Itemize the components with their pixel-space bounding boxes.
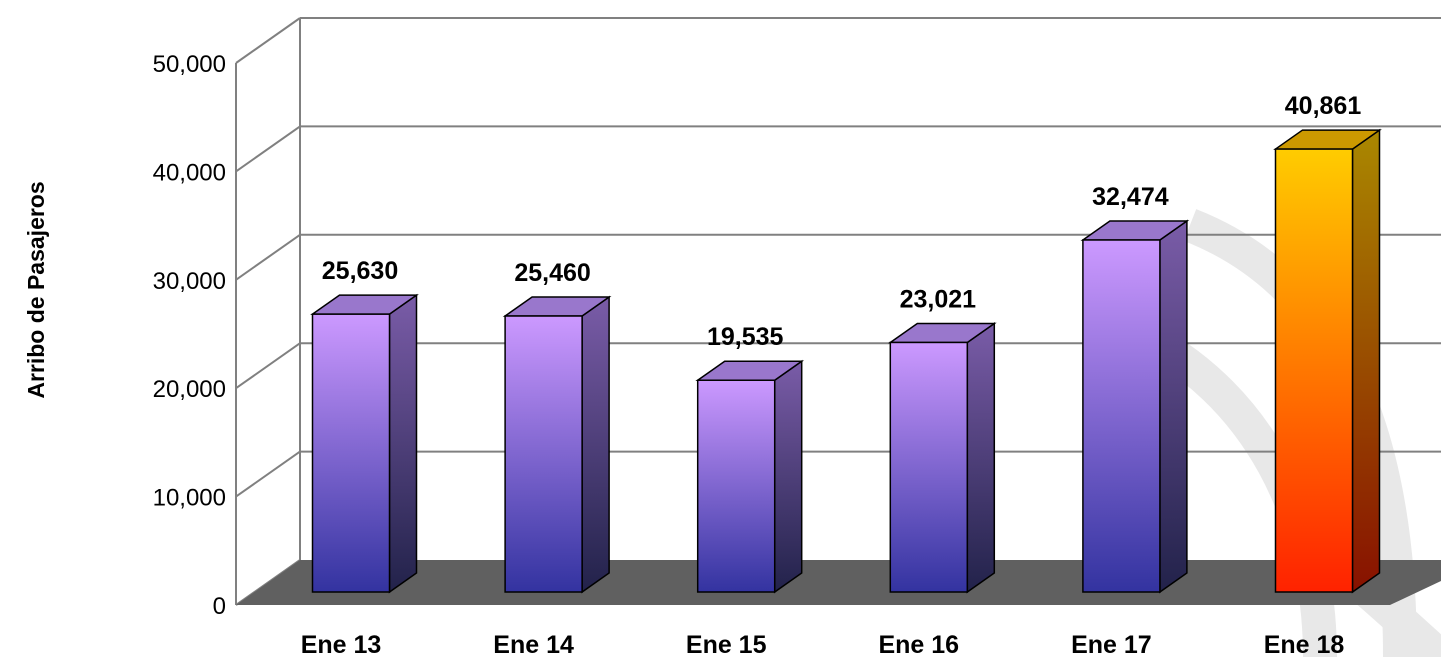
bar-side [581,295,610,594]
gridline-side [235,450,301,498]
y-tick-label: 40,000 [153,159,226,186]
y-tick-label: 10,000 [153,485,226,512]
bar-ene-16 [887,322,997,594]
bar-front [889,341,969,593]
y-tick-label: 50,000 [153,51,226,78]
labels: 0 10,000 20,000 30,000 40,000 50,000 25,630 Ene… [153,51,1362,657]
bar-front [311,313,391,593]
data-label: 40,861 [1285,92,1362,120]
bars [310,128,1382,594]
y-tick-label: 30,000 [153,268,226,295]
x-tick-label: Ene 13 [301,631,382,657]
gridline-side [235,17,301,64]
x-tick-label: Ene 14 [493,631,574,657]
bar-side [966,322,996,594]
bar-ene-15 [695,359,805,594]
data-label: 19,535 [707,323,784,351]
bar-side [388,293,418,594]
data-label: 25,460 [514,259,590,287]
x-tick-label: Ene 17 [1071,631,1152,657]
bar-ene-14 [502,295,612,594]
bar-front [1082,239,1161,593]
x-tick-label: Ene 16 [878,631,959,657]
x-tick-label: Ene 18 [1264,631,1345,657]
gridline-side [235,342,301,390]
data-label: 23,021 [900,285,977,313]
bar-ene-13 [310,293,419,594]
data-label: 25,630 [322,257,398,285]
bar-ene-17 [1080,219,1190,594]
y-tick-label: 0 [213,593,226,620]
data-label: 32,474 [1092,183,1169,211]
bar-side [1351,128,1381,594]
bar-side [1159,219,1188,594]
y-tick-label: 20,000 [153,376,226,403]
gridline-side [235,125,301,173]
gridline-side [235,233,301,281]
x-tick-label: Ene 15 [686,631,767,657]
bar-ene-18 [1273,128,1382,594]
bar-front [504,315,583,593]
bar-front [696,379,776,593]
bar-side [773,359,803,594]
bar-front [1274,148,1354,593]
y-axis-title: Arribo de Pasajeros [23,181,49,398]
